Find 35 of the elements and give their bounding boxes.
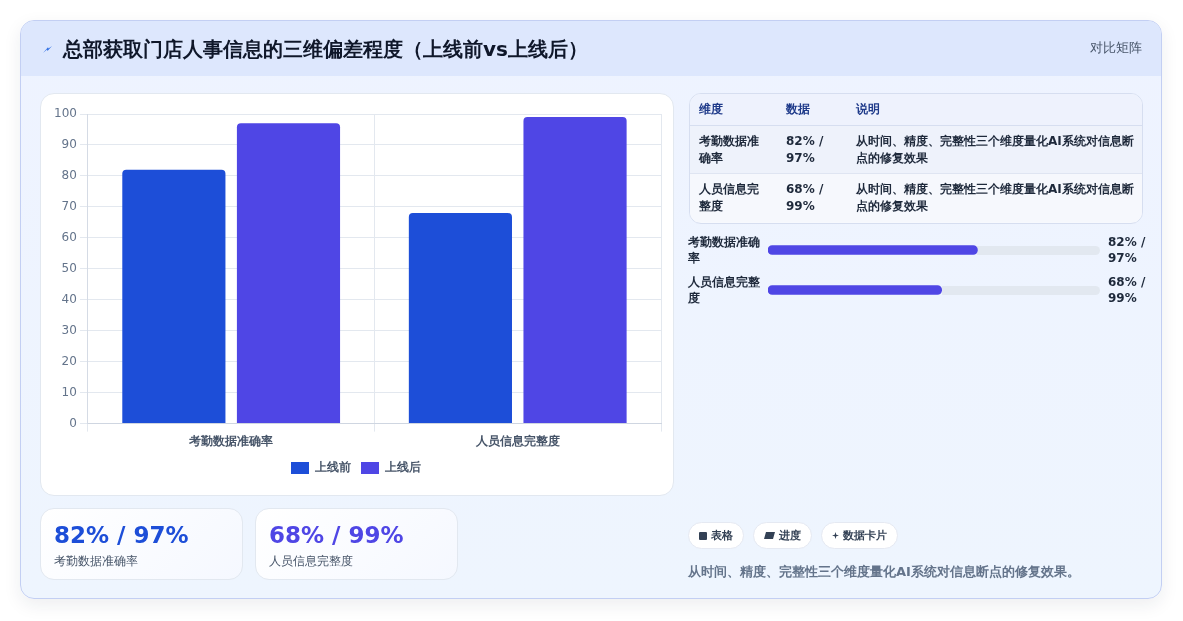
legend-label: 上线后	[384, 460, 421, 475]
text: 维度	[699, 101, 723, 118]
legend-label: 上线前	[314, 460, 351, 475]
y-tick-label: 60	[61, 229, 77, 244]
y-tick-label: 70	[61, 199, 77, 214]
y-tick-label: 10	[61, 384, 77, 399]
bar	[523, 117, 627, 424]
text: 68% / 99%	[269, 521, 404, 550]
text: 对比矩阵	[1090, 40, 1142, 56]
data-label: 68% / 99%	[1108, 274, 1147, 307]
y-tick-label: 40	[61, 291, 77, 306]
y-tick-label: 80	[61, 168, 77, 183]
bar	[408, 213, 512, 424]
text: 从时间、精度、完整性三个维度量化AI系统对信息断点的修复效果	[856, 132, 1135, 167]
y-tick-label: 50	[61, 260, 77, 275]
text: 从时间、精度、完整性三个维度量化AI系统对信息断点的修复效果	[856, 181, 1135, 215]
y-tick-label: 0	[69, 415, 77, 430]
text: 说明	[856, 101, 880, 118]
y-tick-label: 20	[61, 353, 77, 368]
text: 数据	[786, 101, 810, 118]
text: 人员信息完整度	[269, 553, 353, 569]
bar	[236, 123, 341, 424]
text: 数据卡片	[843, 528, 887, 543]
text: 总部获取门店人事信息的三维偏差程度（上线前vs上线后）	[63, 36, 588, 62]
text: 表格	[711, 528, 733, 543]
y-tick-label: 30	[61, 322, 77, 337]
text: 82% / 97%	[786, 132, 825, 167]
y-tick-label: 100	[54, 106, 77, 121]
data-label: 82% / 97%	[1108, 234, 1147, 267]
text: 82% / 97%	[54, 521, 189, 550]
text: 进度	[779, 528, 801, 543]
text: 68% / 99%	[786, 181, 825, 215]
y-tick-label: 90	[61, 137, 77, 152]
bar	[122, 169, 226, 424]
text: 从时间、精度、完整性三个维度量化AI系统对信息断点的修复效果。	[688, 563, 1080, 581]
